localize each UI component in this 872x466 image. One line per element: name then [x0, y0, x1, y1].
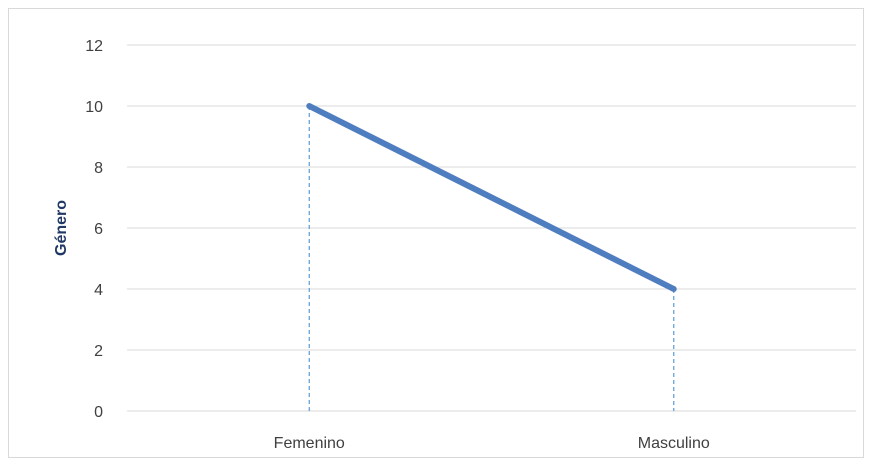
y-tick-label: 10	[85, 99, 103, 116]
gridlines	[127, 44, 856, 412]
chart-frame	[8, 8, 864, 458]
x-tick-labels: Femenino Masculino	[274, 435, 710, 452]
series-line	[307, 103, 676, 292]
data-point	[670, 286, 677, 292]
y-tick-label: 8	[94, 160, 103, 177]
y-tick-labels: 0 2 4 6 8 10 12	[85, 38, 103, 421]
drop-lines	[308, 106, 675, 411]
data-point	[306, 103, 313, 109]
y-tick-label: 6	[94, 221, 103, 238]
y-tick-label: 0	[94, 404, 103, 421]
y-tick-label: 12	[85, 38, 103, 55]
y-tick-label: 2	[94, 343, 103, 360]
x-tick-label: Femenino	[274, 435, 345, 452]
y-tick-label: 4	[94, 282, 103, 299]
y-axis-title: Género	[53, 200, 70, 256]
x-tick-label: Masculino	[638, 435, 710, 452]
series-layer	[306, 103, 677, 292]
